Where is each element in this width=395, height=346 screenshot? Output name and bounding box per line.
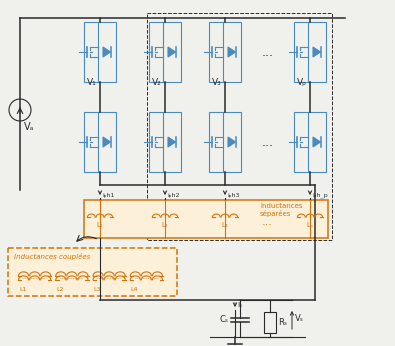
Text: V₂: V₂: [152, 78, 162, 87]
Text: Vₛ: Vₛ: [295, 314, 304, 323]
Polygon shape: [103, 47, 111, 57]
Text: L₂: L₂: [161, 222, 168, 228]
Bar: [264, 312, 276, 333]
Text: L3: L3: [94, 287, 101, 292]
Bar: [84, 22, 116, 82]
Polygon shape: [228, 137, 235, 147]
Polygon shape: [168, 47, 175, 57]
Text: V₃: V₃: [212, 78, 222, 87]
Bar: [147, 13, 332, 240]
Polygon shape: [313, 47, 320, 57]
Polygon shape: [103, 137, 111, 147]
Text: Vₚ: Vₚ: [297, 78, 307, 87]
Text: iₚh1: iₚh1: [102, 192, 115, 198]
Text: iₚh_p: iₚh_p: [312, 192, 327, 198]
Text: Rₛ: Rₛ: [278, 318, 287, 327]
Bar: [209, 22, 241, 82]
Text: L₃: L₃: [221, 222, 228, 228]
Bar: [8, 248, 177, 296]
Polygon shape: [168, 137, 175, 147]
Text: iₛ: iₛ: [237, 300, 242, 309]
Text: ...: ...: [261, 136, 273, 148]
Text: iₚh3: iₚh3: [227, 192, 239, 198]
Text: L4: L4: [131, 287, 138, 292]
Text: L2: L2: [56, 287, 64, 292]
Bar: [294, 22, 326, 82]
Text: ...: ...: [261, 46, 273, 58]
Text: Inductances couplées: Inductances couplées: [14, 253, 90, 260]
Bar: [149, 22, 181, 82]
Bar: [294, 112, 326, 172]
Bar: [84, 200, 328, 238]
Text: Inductances
séparées: Inductances séparées: [260, 203, 303, 217]
Polygon shape: [313, 137, 320, 147]
Text: ...: ...: [262, 217, 273, 227]
Text: L₁: L₁: [96, 222, 103, 228]
Bar: [84, 112, 116, 172]
Text: Lₚ: Lₚ: [306, 222, 313, 228]
Text: Cₛ: Cₛ: [220, 316, 229, 325]
Text: V₁: V₁: [87, 78, 97, 87]
Text: L1: L1: [19, 287, 26, 292]
Text: iₚh2: iₚh2: [167, 192, 179, 198]
Bar: [209, 112, 241, 172]
Polygon shape: [228, 47, 235, 57]
Text: Vₐ: Vₐ: [24, 122, 34, 132]
Bar: [149, 112, 181, 172]
